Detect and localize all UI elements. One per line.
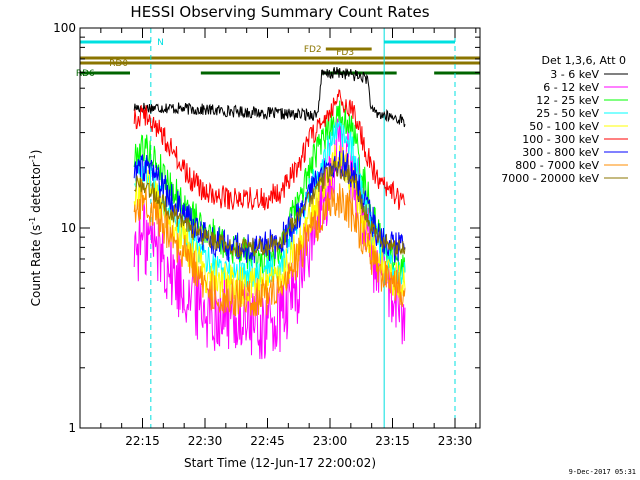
band-label-rd0: RD0 (109, 59, 128, 69)
legend-label-8: 7000 - 20000 keV (501, 172, 599, 185)
legend-label-1: 6 - 12 keV (543, 81, 599, 94)
band-label-n: N (157, 38, 164, 48)
y-tick-label: 1 (68, 421, 76, 435)
legend-label-3: 25 - 50 keV (536, 107, 599, 120)
band-label-fd2: FD2 (304, 45, 322, 55)
legend-label-0: 3 - 6 keV (550, 68, 599, 81)
series-line-4 (133, 144, 406, 307)
y-axis-label-sup2: -1 (28, 154, 37, 162)
legend-label-4: 50 - 100 keV (529, 120, 599, 133)
x-tick-label: 23:00 (313, 434, 348, 448)
night-boundaries (79, 28, 456, 428)
y-axis-label-main: Count Rate (s (29, 225, 43, 307)
legend-label-2: 12 - 25 keV (536, 94, 599, 107)
x-tick-label: 23:30 (438, 434, 473, 448)
series-line-6 (133, 150, 406, 264)
y-axis-label-tail: detector (29, 162, 43, 217)
y-axis-label-close: ) (29, 150, 43, 155)
series-line-5 (133, 89, 406, 211)
y-axis: 1 10 100 (53, 21, 480, 435)
y-tick-label: 100 (53, 21, 76, 35)
chart-title: HESSI Observing Summary Count Rates (130, 3, 429, 21)
top-bands: N FD2 FD3 RD0 RD6 (76, 38, 480, 79)
y-axis-label: Count Rate (s-1 detector-1) (28, 150, 43, 307)
x-tick-label: 22:15 (125, 434, 160, 448)
legend-title: Det 1,3,6, Att 0 (542, 54, 626, 67)
series-line-8 (134, 160, 406, 258)
band-label-rd6: RD6 (76, 69, 95, 79)
series-line-7 (133, 178, 406, 317)
band-label-fd3: FD3 (336, 48, 354, 58)
x-axis-label: Start Time (12-Jun-17 22:00:02) (184, 456, 376, 470)
x-axis: 22:15 22:30 22:45 23:00 23:15 23:30 (100, 28, 477, 448)
series-line-0 (133, 66, 406, 128)
y-tick-label: 10 (61, 221, 76, 235)
x-tick-label: 22:30 (188, 434, 223, 448)
series-group (133, 66, 406, 360)
legend-label-5: 100 - 300 keV (522, 133, 599, 146)
legend-label-7: 800 - 7000 keV (515, 159, 599, 172)
footer-date: 9-Dec-2017 05:31 (569, 468, 636, 476)
legend-label-6: 300 - 800 keV (522, 146, 599, 159)
x-tick-label: 23:15 (375, 434, 410, 448)
y-axis-label-sup: -1 (28, 217, 37, 225)
x-tick-label: 22:45 (250, 434, 285, 448)
